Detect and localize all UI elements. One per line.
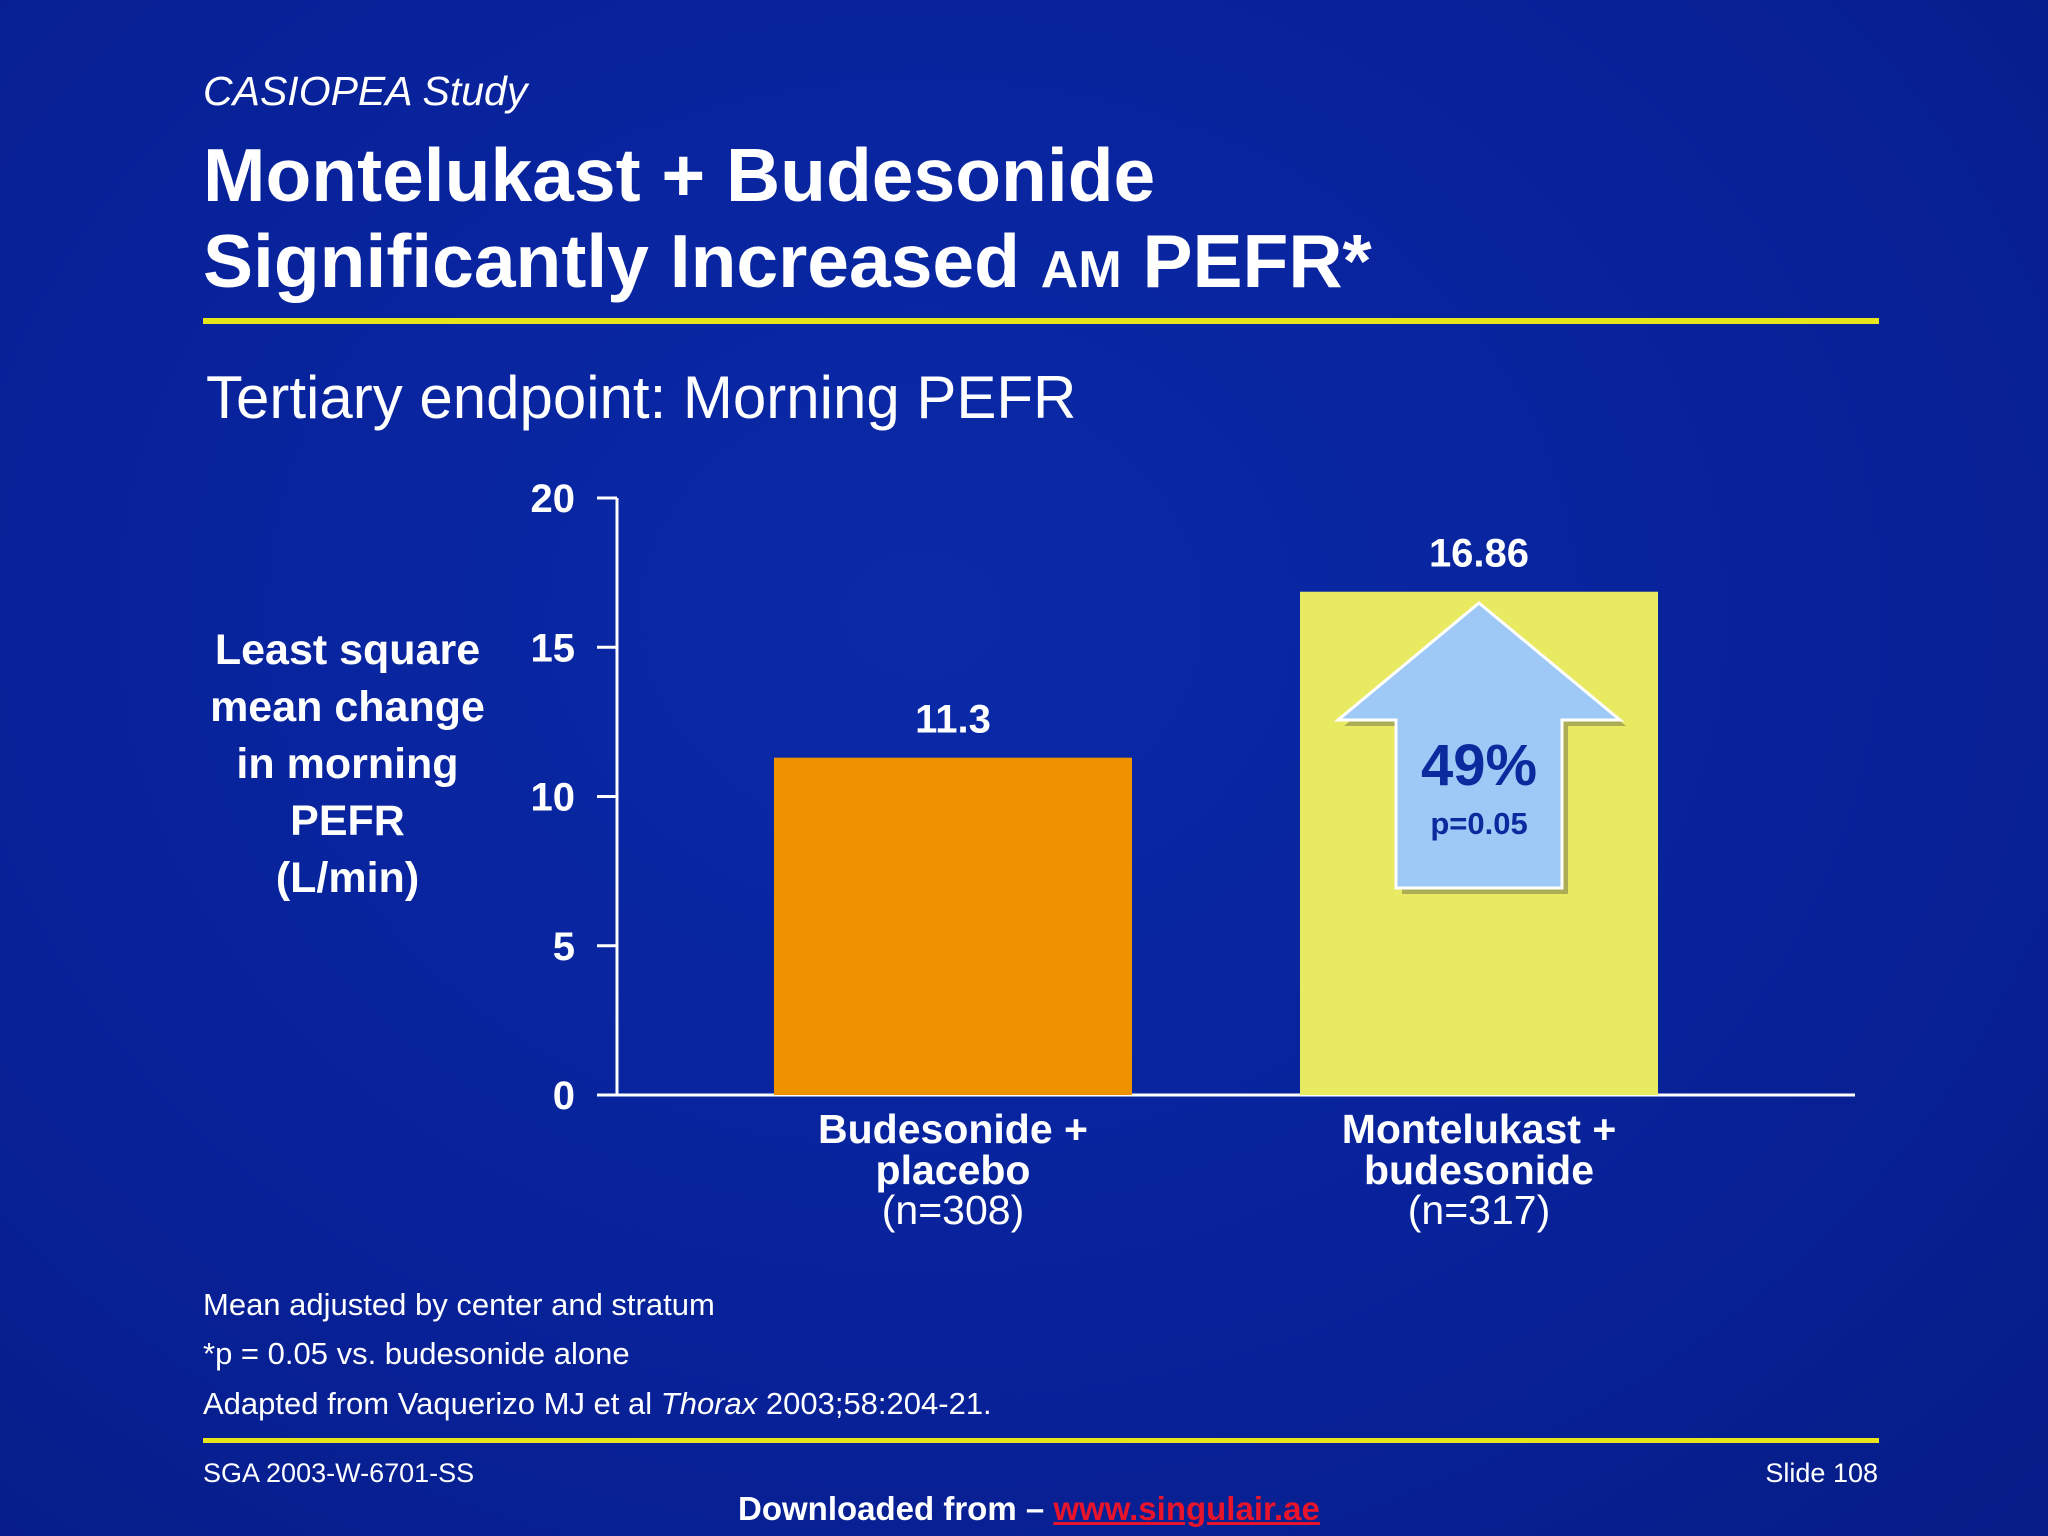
y-axis-label-line: PEFR [290,797,405,845]
increase-percent-label: 49% [1421,733,1537,798]
title-line-2-b: PEFR* [1121,219,1372,303]
y-axis-label-line: mean change [210,683,485,731]
y-axis-label-line: (L/min) [275,854,420,902]
bar-value-label: 11.3 [915,698,991,742]
reference-journal: Thorax [660,1386,758,1421]
reference-authors: Adapted from Vaquerizo MJ et al [203,1386,661,1421]
category-n-label: (n=308) [882,1187,1024,1233]
slide-title: Montelukast + Budesonide Significantly I… [203,132,1372,313]
footnote-adjustment: Mean adjusted by center and stratum [203,1287,715,1322]
y-axis-label: Least square mean change in morning PEFR… [195,622,500,907]
category-label: Budesonide + [818,1106,1088,1152]
category-label: placebo [876,1147,1031,1193]
category-label: budesonide [1364,1147,1594,1193]
title-am: AM [1040,241,1122,299]
title-line-1: Montelukast + Budesonide [203,133,1156,217]
footnote-reference: Adapted from Vaquerizo MJ et al Thorax 2… [203,1386,992,1422]
p-value-label: p=0.05 [1430,806,1527,841]
y-tick-label: 10 [531,776,576,820]
bottom-divider [203,1438,1879,1443]
footnote-significance: *p = 0.05 vs. budesonide alone [203,1336,630,1371]
slide-subtitle: Tertiary endpoint: Morning PEFR [206,364,1077,431]
document-code: SGA 2003-W-6701-SS [203,1458,475,1488]
y-tick-label: 15 [531,626,576,670]
y-axis-label-line: Least square [214,626,481,674]
top-divider [203,318,1879,324]
up-arrow-icon [1333,601,1625,890]
y-tick-label: 0 [553,1074,575,1118]
y-tick-label: 5 [553,925,575,969]
reference-details: 2003;58:204-21. [757,1386,992,1421]
y-axis-label-line: in morning [236,740,459,788]
download-prefix: Downloaded from – [738,1490,1054,1527]
y-tick-label: 20 [531,477,576,521]
download-notice: Downloaded from – www.singulair.ae [738,1490,1320,1528]
title-line-2: Significantly Increased AM PEFR* [203,218,1372,313]
study-name: CASIOPEA Study [203,68,528,114]
bar-value-label: 16.86 [1429,532,1529,576]
slide-number: Slide 108 [1765,1458,1878,1488]
category-n-label: (n=317) [1408,1187,1550,1233]
bar [774,757,1132,1095]
title-line-2-a: Significantly Increased [203,219,1041,303]
download-link[interactable]: www.singulair.ae [1053,1490,1320,1527]
category-label: Montelukast + [1342,1106,1617,1152]
